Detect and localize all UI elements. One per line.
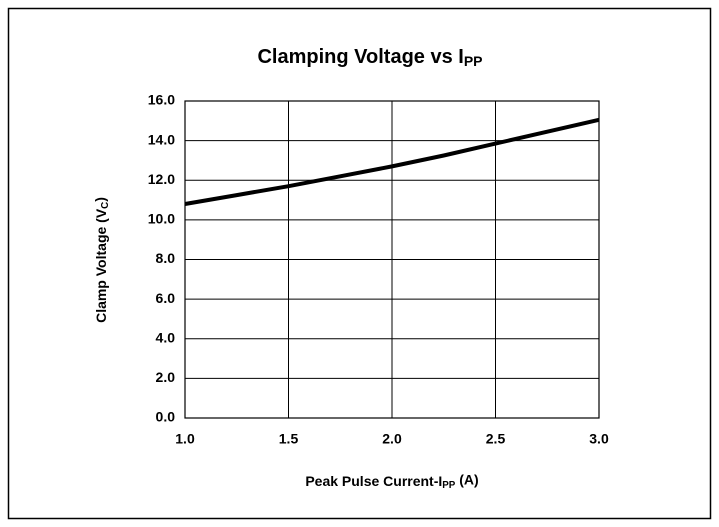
xlabel-part: PP (442, 480, 456, 491)
y-tick-label: 0.0 (156, 409, 176, 425)
line (184, 117, 600, 206)
ylabel-part: Clamp Voltage (V (93, 208, 109, 323)
ylabel-part: ) (91, 197, 107, 202)
x-tick-label: 2.5 (486, 431, 506, 447)
chart-title: Clamping Voltage vs IPP (257, 46, 482, 69)
y-tick-label: 12.0 (148, 171, 175, 187)
y-tick-label: 8.0 (156, 250, 176, 266)
y-tick-label: 2.0 (156, 369, 176, 385)
y-tick-label: 10.0 (148, 211, 175, 227)
x-tick-label: 3.0 (589, 431, 609, 447)
xlabel-part: Peak Pulse Current-I (305, 473, 442, 489)
x-axis-label: Peak Pulse Current-IPP (A) (305, 471, 478, 490)
y-tick-label: 14.0 (148, 131, 175, 147)
y-tick-label: 16.0 (148, 92, 175, 108)
x-tick-label: 1.0 (175, 431, 195, 447)
ylabel-part: C (100, 202, 111, 209)
frame (7, 7, 712, 520)
y-tick-label: 6.0 (156, 290, 176, 306)
title-part: Clamping Voltage vs I (257, 46, 463, 68)
title-part: PP (464, 53, 483, 69)
x-tick-label: 2.0 (382, 431, 402, 447)
x-tick-label: 1.5 (279, 431, 299, 447)
xlabel-part: (A) (455, 471, 478, 487)
y-axis-label: Clamp Voltage (VC) (91, 197, 110, 323)
y-tick-label: 4.0 (156, 329, 176, 345)
plot-border (184, 100, 600, 419)
